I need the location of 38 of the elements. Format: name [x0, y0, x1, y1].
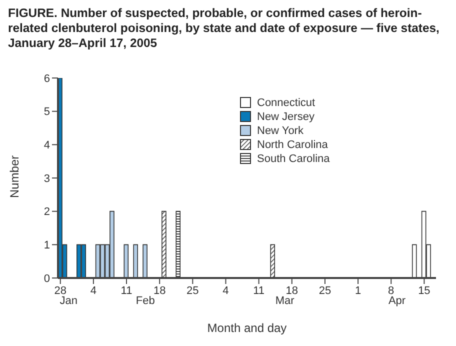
x-tick-label: 8 — [388, 284, 394, 297]
x-tick-label: 4 — [90, 284, 96, 297]
x-tick-label: 25 — [318, 284, 332, 297]
text: Jan — [60, 294, 78, 307]
x-tick-label: 11 — [120, 284, 132, 297]
x-axis-title: Month and day — [207, 321, 287, 335]
legend-label: New Jersey — [257, 110, 314, 124]
x-tick-label: 15 — [418, 284, 430, 297]
y-tick-label: 0 — [44, 272, 50, 285]
y-tick-label: 3 — [44, 172, 50, 185]
text: Mar — [275, 294, 295, 307]
x-tick-label: 4 — [222, 284, 229, 297]
x-tick-label: 18 — [286, 284, 298, 297]
bar — [176, 210, 181, 278]
text: Feb — [136, 294, 155, 307]
bar — [124, 244, 129, 278]
y-axis-title: Number — [7, 155, 22, 198]
bar — [412, 244, 417, 278]
y-tick-label: 6 — [44, 72, 50, 85]
x-tick-label: 25 — [186, 284, 199, 297]
legend-label: Connecticut — [257, 96, 316, 110]
x-tick-label: 11 — [253, 284, 265, 297]
bar — [142, 244, 148, 278]
x-tick-label: 18 — [153, 284, 166, 297]
bar — [270, 244, 276, 278]
legend-label: North Carolina — [257, 138, 328, 152]
legend-label: South Carolina — [257, 152, 330, 166]
y-tick-label: 4 — [44, 140, 50, 152]
text: Apr — [388, 294, 406, 307]
legend-label: New York — [257, 124, 304, 138]
y-tick-label: 5 — [44, 106, 50, 118]
x-tick-label: 1 — [354, 284, 362, 297]
bar — [162, 210, 166, 278]
y-tick-label: 1 — [44, 240, 50, 252]
y-tick-label: 2 — [44, 206, 50, 218]
x-tick-label: 28 — [54, 284, 66, 297]
chart-title: FIGURE. Number of suspected, probable, or confirmed cases of heroin-related clenbuterol poisoning, by state and date of exposure — five states, January 28–April 17, 2005 — [8, 6, 440, 51]
bar — [133, 244, 138, 278]
